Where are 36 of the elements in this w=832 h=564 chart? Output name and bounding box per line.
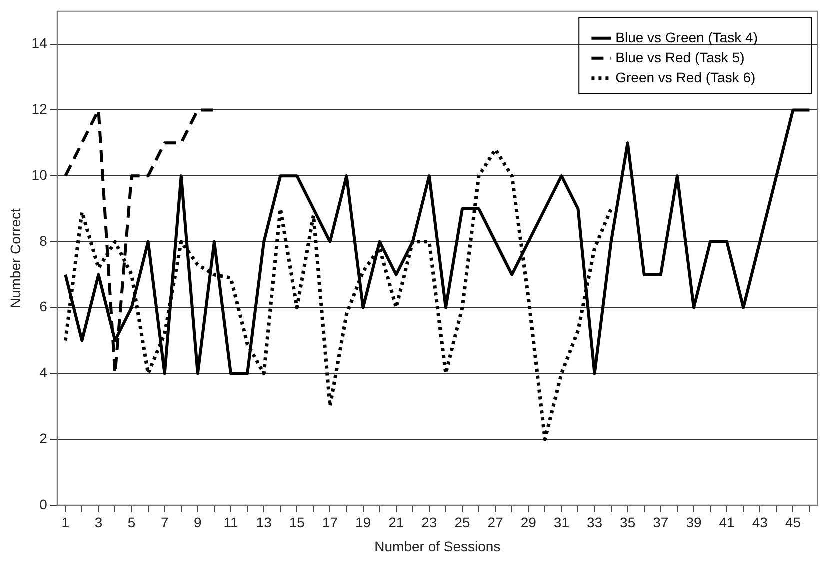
x-tick-label: 43 [752, 514, 768, 531]
y-tick-label: 14 [32, 35, 48, 52]
x-tick-label: 15 [289, 514, 306, 531]
x-tick-label: 39 [686, 514, 702, 531]
y-axis-title: Number Correct [7, 208, 24, 308]
x-tick-label: 9 [194, 514, 202, 531]
y-tick-label: 2 [40, 430, 48, 446]
x-tick-label: 27 [488, 514, 504, 531]
y-tick-label: 6 [40, 298, 48, 315]
x-tick-label: 31 [554, 514, 570, 531]
y-tick-label: 12 [32, 101, 48, 118]
x-tick-label: 45 [785, 514, 802, 531]
y-tick-label: 8 [40, 232, 48, 249]
legend-label: Blue vs Red (Task 5) [616, 49, 745, 66]
x-tick-label: 25 [454, 514, 470, 531]
x-axis-title: Number of Sessions [374, 538, 501, 554]
x-tick-label: 33 [586, 514, 603, 531]
x-tick-label: 13 [256, 514, 272, 531]
y-tick-label: 4 [40, 364, 48, 381]
y-tick-label: 0 [40, 496, 48, 512]
x-tick-label: 37 [653, 514, 669, 531]
x-tick-label: 35 [620, 514, 636, 531]
x-tick-label: 41 [719, 514, 736, 531]
x-tick-label: 1 [62, 514, 70, 531]
x-tick-label: 21 [388, 514, 404, 531]
x-tick-label: 19 [355, 514, 372, 531]
x-tick-label: 3 [94, 514, 103, 531]
y-tick-label: 10 [32, 166, 48, 183]
x-tick-label: 17 [322, 514, 338, 531]
x-tick-label: 23 [422, 514, 438, 531]
legend-label: Green vs Red (Task 6) [616, 69, 756, 86]
x-tick-label: 11 [224, 514, 238, 531]
x-tick-label: 7 [160, 514, 169, 531]
legend-label: Blue vs Green (Task 4) [616, 29, 758, 46]
x-tick-label: 29 [520, 514, 537, 531]
x-tick-label: 5 [128, 514, 136, 531]
